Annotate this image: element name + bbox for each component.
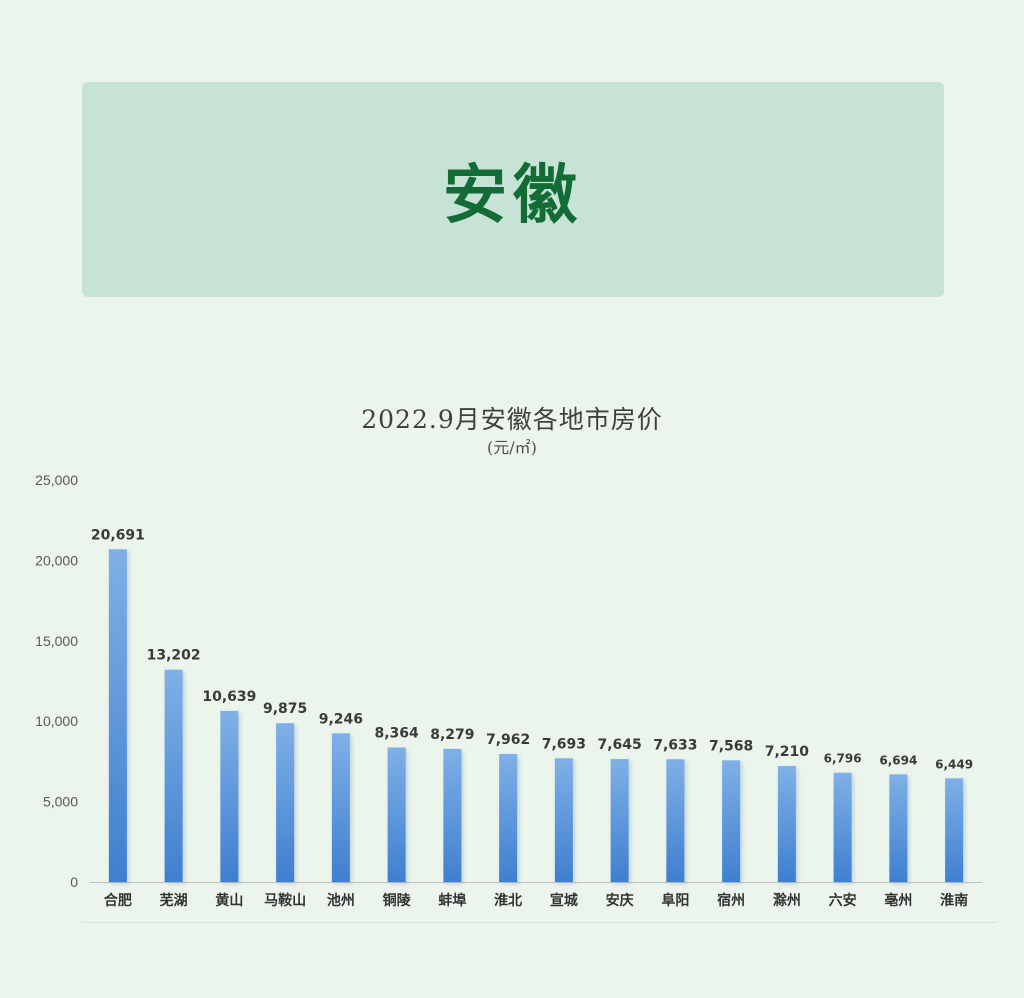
bar-value-label: 20,691 (91, 527, 145, 543)
category-label: 铜陵 (383, 892, 412, 909)
y-tick-label: 20,000 (35, 552, 78, 568)
header-card: 安徽 (82, 82, 944, 297)
bottom-divider (82, 922, 997, 923)
bar (889, 774, 908, 882)
category-label: 滁州 (773, 892, 801, 909)
bar (220, 710, 239, 882)
y-tick-label: 10,000 (35, 713, 78, 729)
bar-value-label: 7,645 (597, 737, 641, 753)
category-label: 芜湖 (160, 892, 188, 909)
bar-value-label: 7,633 (653, 737, 697, 753)
bar (108, 549, 127, 882)
bar (276, 723, 295, 882)
category-labels: 合肥 芜湖 黄山 马鞍山 池州 铜陵 蚌埠 淮北 宣城 安庆 阜阳 宿州 滁州 六安 亳州 淮南 (104, 892, 968, 909)
bar-value-label: 6,694 (879, 753, 917, 767)
bar (722, 760, 741, 882)
bar-value-label: 13,202 (147, 648, 201, 664)
category-label: 淮南 (940, 892, 968, 909)
bar-value-label: 10,639 (202, 689, 256, 705)
bar (554, 758, 573, 882)
category-label: 宿州 (717, 892, 745, 909)
bar-value-label: 6,796 (824, 752, 862, 766)
bar-value-label: 7,962 (486, 732, 530, 748)
y-axis: 0 5,000 10,000 15,000 20,000 25,000 (35, 472, 78, 890)
bar-value-label: 9,246 (319, 711, 363, 727)
bar-value-label: 8,279 (430, 727, 474, 743)
y-tick-label: 0 (70, 874, 78, 890)
category-label: 宣城 (550, 892, 578, 909)
category-label: 六安 (829, 892, 857, 909)
bar-value-label: 8,364 (374, 726, 419, 742)
bar-value-label: 6,449 (935, 757, 973, 771)
category-label: 亳州 (884, 892, 912, 909)
bar-value-label: 9,875 (263, 701, 307, 717)
bar (833, 772, 852, 882)
category-label: 淮北 (494, 892, 522, 909)
bars (108, 549, 964, 882)
bar (164, 669, 183, 882)
bar-chart: 0 5,000 10,000 15,000 20,000 25,000 20,691 13,… (35, 472, 982, 909)
y-tick-label: 5,000 (43, 794, 78, 810)
bar-value-label: 7,210 (765, 744, 810, 760)
bar-value-label: 7,568 (709, 738, 753, 754)
bar (666, 759, 685, 882)
bar (610, 759, 629, 882)
bar-value-label: 7,693 (542, 736, 586, 752)
category-label: 黄山 (215, 892, 243, 909)
chart-subtitle: (元/㎡) (487, 438, 537, 457)
bar (499, 753, 518, 882)
bar (777, 766, 796, 882)
bar (331, 733, 350, 882)
category-label: 安庆 (606, 892, 634, 909)
data-labels: 20,691 13,202 10,639 9,875 9,246 8,364 8,279 7,… (91, 527, 973, 771)
category-label: 合肥 (104, 892, 132, 909)
bar (443, 748, 462, 882)
category-label: 阜阳 (661, 892, 689, 909)
bar (387, 747, 406, 882)
header-title: 安徽 (443, 158, 583, 233)
bar (945, 778, 964, 882)
chart-title: 2022.9月安徽各地市房价 (361, 405, 663, 434)
y-tick-label: 15,000 (35, 633, 78, 649)
category-label: 马鞍山 (264, 892, 306, 909)
category-label: 池州 (327, 892, 355, 909)
category-label: 蚌埠 (438, 892, 466, 909)
y-tick-label: 25,000 (35, 472, 78, 488)
